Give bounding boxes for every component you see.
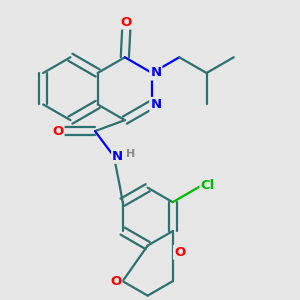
Text: N: N xyxy=(150,67,161,80)
Text: O: O xyxy=(174,246,185,259)
Text: O: O xyxy=(110,275,122,288)
Text: O: O xyxy=(121,16,132,28)
Text: H: H xyxy=(126,149,135,159)
Text: N: N xyxy=(112,150,123,163)
Text: Cl: Cl xyxy=(200,179,214,192)
Text: O: O xyxy=(52,124,64,138)
Text: N: N xyxy=(150,98,161,111)
